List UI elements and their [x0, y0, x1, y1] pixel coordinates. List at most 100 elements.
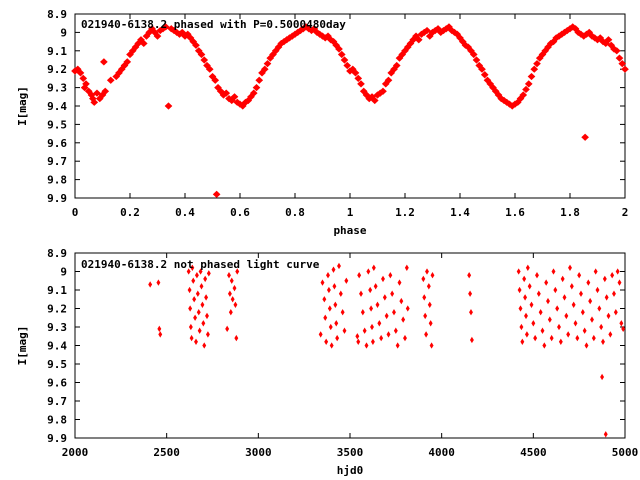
data-point: [228, 309, 233, 316]
data-point: [519, 323, 524, 331]
data-point: [531, 320, 536, 327]
x-tick-label-0-6: 0.6: [230, 206, 250, 219]
data-point: [530, 65, 539, 73]
data-point: [621, 65, 629, 73]
data-point: [356, 338, 361, 345]
data-point: [612, 47, 621, 55]
data-point: [429, 342, 434, 349]
data-point: [401, 316, 406, 323]
data-point: [76, 69, 85, 77]
data-point: [344, 277, 349, 284]
data-point: [206, 270, 211, 277]
data-point: [590, 316, 594, 323]
data-point: [384, 76, 393, 84]
data-point: [390, 290, 395, 297]
data-point: [201, 320, 206, 327]
data-point: [601, 338, 605, 345]
data-point: [227, 290, 232, 297]
data-point: [414, 36, 423, 44]
data-point: [188, 323, 193, 331]
data-point: [604, 36, 613, 44]
data-point: [425, 268, 429, 275]
x-tick-label-0-2: 0.2: [120, 206, 140, 219]
data-point: [523, 294, 528, 301]
data-point: [535, 272, 539, 279]
data-point: [569, 283, 574, 290]
data-point: [393, 327, 398, 334]
y-tick-label-9: 9: [60, 266, 67, 279]
data-point: [551, 268, 556, 275]
data-point: [255, 76, 264, 84]
y-tick-label-9-3: 9.3: [47, 82, 67, 95]
data-point: [520, 338, 525, 345]
y-tick-label-9-2: 9.2: [47, 63, 67, 76]
data-point: [354, 74, 363, 83]
data-point: [577, 272, 582, 279]
x-tick-label-4000: 4000: [428, 446, 455, 459]
x-tick-label-1-6: 1.6: [505, 206, 525, 219]
data-point: [327, 305, 332, 312]
data-point: [564, 312, 569, 320]
data-point: [232, 284, 237, 292]
data-point: [558, 338, 563, 345]
data-point: [423, 26, 431, 35]
data-point: [397, 279, 402, 286]
unphased-light-curve-plot: 2000 2500 3000 3500 4000 4500 5000 8.9 9 9.1 9.2 9.…: [16, 247, 638, 477]
data-point: [591, 334, 596, 342]
x-tick-label-2: 2: [622, 206, 629, 219]
data-point: [368, 286, 373, 294]
data-point: [619, 320, 624, 327]
phased-plot-tick-labels: 0 0.2 0.4 0.6 0.8 1 1.2 1.4 1.6 1.8 2 8.9 9 9.1 9.2 9.3…: [47, 8, 628, 219]
data-point: [399, 297, 404, 305]
data-point: [613, 309, 618, 316]
y-tick-label-9: 9: [60, 26, 67, 39]
data-point: [377, 320, 382, 327]
data-point: [359, 290, 363, 297]
data-point: [342, 327, 347, 334]
y-tick-label-9-6: 9.6: [47, 377, 67, 390]
y-tick-label-9-8: 9.8: [47, 414, 67, 427]
y-tick-label-9-6: 9.6: [47, 137, 67, 150]
data-point: [158, 331, 163, 338]
data-point: [203, 275, 208, 283]
data-point: [337, 50, 346, 59]
data-point: [205, 65, 214, 73]
y-tick-label-8-9: 8.9: [47, 8, 67, 21]
data-point: [93, 89, 101, 97]
data-point: [597, 305, 602, 312]
data-point: [392, 61, 401, 70]
data-point: [371, 264, 376, 271]
data-point: [424, 331, 429, 338]
data-point: [335, 334, 340, 342]
y-tick-label-9-9: 9.9: [47, 192, 67, 205]
data-point: [588, 297, 593, 305]
data-point: [557, 323, 561, 331]
data-point: [580, 309, 585, 316]
data-point: [337, 262, 341, 270]
data-point: [604, 294, 609, 301]
data-point: [593, 268, 598, 275]
data-point: [101, 87, 110, 95]
data-point: [404, 264, 409, 271]
data-point: [260, 65, 269, 73]
data-point: [586, 279, 591, 286]
y-tick-label-9-8: 9.8: [47, 174, 67, 187]
data-point: [428, 320, 433, 327]
y-tick-label-8-9: 8.9: [47, 247, 67, 260]
data-point: [517, 286, 522, 294]
y-tick-label-9-4: 9.4: [47, 100, 67, 113]
data-point: [403, 334, 407, 342]
data-point: [423, 312, 428, 320]
data-point: [322, 296, 327, 303]
x-tick-label-3500: 3500: [337, 446, 364, 459]
data-point: [599, 323, 604, 331]
data-point: [621, 325, 626, 333]
data-point: [193, 314, 198, 321]
data-point: [366, 268, 371, 275]
x-tick-label-0-4: 0.4: [175, 206, 195, 219]
data-point: [388, 272, 393, 279]
data-point: [161, 23, 170, 31]
data-point: [338, 290, 343, 297]
y-tick-label-9-5: 9.5: [47, 358, 67, 371]
data-point: [234, 334, 239, 342]
